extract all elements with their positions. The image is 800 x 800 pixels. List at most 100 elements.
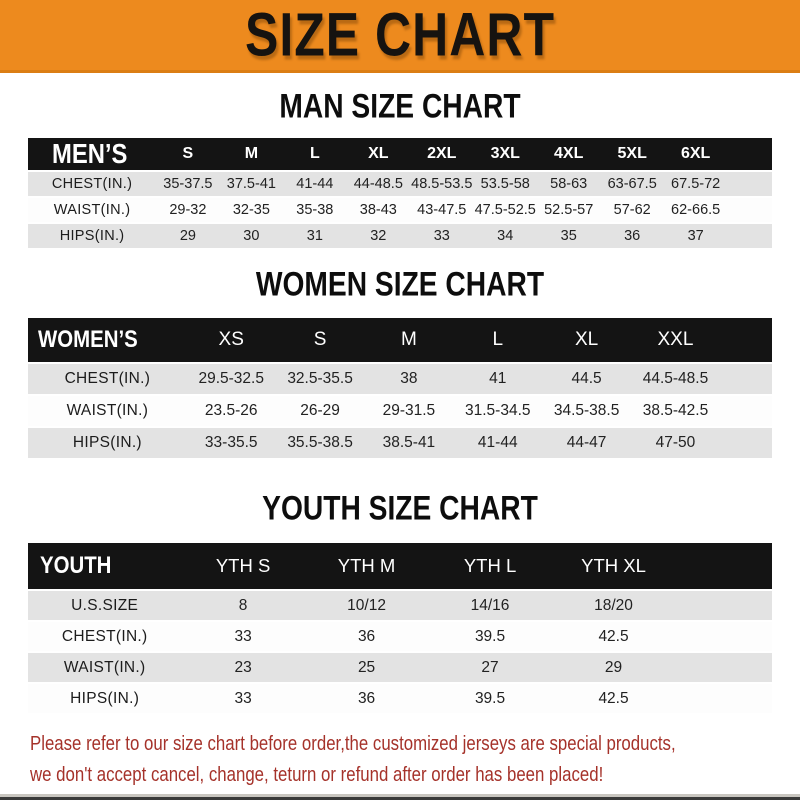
mens-header-label: MEN’S (28, 138, 157, 170)
mens-column-header-3xl: 3XL (473, 138, 537, 170)
womens-row-label: HIPS(IN.) (28, 428, 187, 458)
table-cell: 29-31.5 (364, 396, 454, 426)
mens-table: MEN’S S M L XL 2XL 3XL 4XL 5XL 6XL CHEST(IN.) 35-37… (28, 136, 772, 250)
youth-header-label-text: YOUTH (40, 552, 112, 579)
youth-header-label: YOUTH (28, 543, 182, 589)
womens-header-label: WOMEN’S (28, 318, 187, 362)
table-cell: 44.5-48.5 (631, 364, 720, 394)
womens-section: WOMEN SIZE CHART WOMEN’S XS S M L XL XXL CHEST(I… (0, 265, 800, 460)
table-cell: 29-32 (156, 198, 220, 222)
mens-table-row: WAIST(IN.) 29-32 32-35 35-38 38-43 43-47.5 47.… (28, 198, 772, 222)
youth-row-label: WAIST(IN.) (28, 653, 182, 682)
size-tables: MAN SIZE CHART MEN’S S M L XL 2XL 3XL 4XL 5XL 6XL C… (0, 87, 800, 715)
table-cell: 32.5-35.5 (275, 364, 365, 394)
womens-column-header-xs: XS (186, 318, 276, 362)
table-cell: 33 (181, 684, 305, 713)
table-cell: 32-35 (219, 198, 284, 222)
youth-row-blank (675, 684, 772, 713)
youth-row-label: U.S.SIZE (28, 591, 182, 620)
notice-line-1-text: Please refer to our size chart before or… (30, 732, 676, 755)
mens-heading: MAN SIZE CHART (279, 87, 521, 126)
table-cell: 38.5-42.5 (631, 396, 720, 426)
notice-line-1: Please refer to our size chart before or… (30, 728, 800, 759)
table-cell: 42.5 (551, 622, 676, 651)
table-cell: 35 (536, 224, 601, 248)
table-cell: 36 (304, 622, 429, 651)
mens-table-row: HIPS(IN.) 29 30 31 32 33 34 35 36 37 (28, 224, 772, 248)
bottom-light-divider (0, 794, 800, 797)
table-cell: 33 (181, 622, 305, 651)
table-cell: 48.5-53.5 (410, 172, 474, 196)
womens-row-blank (719, 428, 772, 458)
table-cell: 67.5-72 (663, 172, 728, 196)
table-cell: 38.5-41 (364, 428, 454, 458)
table-cell: 36 (600, 224, 664, 248)
mens-column-header-m: M (219, 138, 284, 170)
table-cell: 62-66.5 (663, 198, 728, 222)
table-cell: 31.5-34.5 (453, 396, 543, 426)
womens-column-header-m: M (364, 318, 454, 362)
bottom-dark-divider (0, 797, 800, 800)
table-cell: 44-47 (542, 428, 632, 458)
womens-table-header: WOMEN’S XS S M L XL XXL (28, 318, 772, 362)
mens-column-header-s: S (156, 138, 220, 170)
notice-line-2-text: we don't accept cancel, change, teturn o… (30, 763, 604, 786)
table-cell: 43-47.5 (410, 198, 474, 222)
mens-row-label: HIPS(IN.) (28, 224, 157, 248)
table-cell: 42.5 (551, 684, 676, 713)
table-cell: 39.5 (428, 622, 552, 651)
youth-table-row: WAIST(IN.) 23 25 27 29 (28, 653, 772, 682)
table-cell: 47.5-52.5 (473, 198, 537, 222)
womens-row-label: WAIST(IN.) (28, 396, 187, 426)
table-cell: 14/16 (428, 591, 552, 620)
mens-row-blank (727, 224, 772, 248)
table-cell: 23.5-26 (186, 396, 276, 426)
mens-row-label: CHEST(IN.) (28, 172, 157, 196)
table-cell: 37.5-41 (219, 172, 284, 196)
table-cell: 63-67.5 (600, 172, 664, 196)
table-cell: 35-38 (283, 198, 347, 222)
mens-row-blank (727, 172, 772, 196)
mens-column-header-4xl: 4XL (536, 138, 601, 170)
youth-table-row: HIPS(IN.) 33 36 39.5 42.5 (28, 684, 772, 713)
womens-row-blank (719, 396, 772, 426)
womens-column-header-xl: XL (542, 318, 632, 362)
mens-column-header-2xl: 2XL (410, 138, 474, 170)
table-cell: 34.5-38.5 (542, 396, 632, 426)
womens-table-row: CHEST(IN.) 29.5-32.5 32.5-35.5 38 41 44.5 44.5… (28, 364, 772, 394)
mens-table-row: CHEST(IN.) 35-37.5 37.5-41 41-44 44-48.5 48.5… (28, 172, 772, 196)
mens-row-blank (727, 198, 772, 222)
table-cell: 31 (283, 224, 347, 248)
youth-table-header: YOUTH YTH S YTH M YTH L YTH XL (28, 543, 772, 589)
table-cell: 35.5-38.5 (275, 428, 365, 458)
table-cell: 53.5-58 (473, 172, 537, 196)
womens-row-blank (719, 364, 772, 394)
table-cell: 29 (551, 653, 676, 682)
mens-column-header-l: L (283, 138, 347, 170)
womens-table-row: HIPS(IN.) 33-35.5 35.5-38.5 38.5-41 41-44 44-… (28, 428, 772, 458)
youth-column-header-yth-l: YTH L (428, 543, 552, 589)
youth-row-label: CHEST(IN.) (28, 622, 182, 651)
youth-row-blank (675, 591, 772, 620)
womens-table: WOMEN’S XS S M L XL XXL CHEST(IN.) 29.5-32.5 32.5… (28, 316, 772, 460)
page-title: SIZE CHART (245, 0, 555, 70)
footer-notice: Please refer to our size chart before or… (30, 728, 800, 790)
table-cell: 47-50 (631, 428, 720, 458)
table-cell: 33 (410, 224, 474, 248)
table-cell: 27 (428, 653, 552, 682)
womens-column-header-xxl: XXL (631, 318, 720, 362)
table-cell: 29.5-32.5 (186, 364, 276, 394)
mens-column-header-xl: XL (346, 138, 411, 170)
table-cell: 34 (473, 224, 537, 248)
womens-heading: WOMEN SIZE CHART (255, 265, 545, 304)
table-cell: 44-48.5 (346, 172, 411, 196)
table-cell: 57-62 (600, 198, 664, 222)
youth-header-blank (675, 543, 772, 589)
table-cell: 8 (181, 591, 305, 620)
table-cell: 38-43 (346, 198, 411, 222)
table-cell: 30 (219, 224, 284, 248)
youth-column-header-yth-s: YTH S (181, 543, 305, 589)
table-cell: 25 (304, 653, 429, 682)
youth-row-label: HIPS(IN.) (28, 684, 182, 713)
table-cell: 23 (181, 653, 305, 682)
